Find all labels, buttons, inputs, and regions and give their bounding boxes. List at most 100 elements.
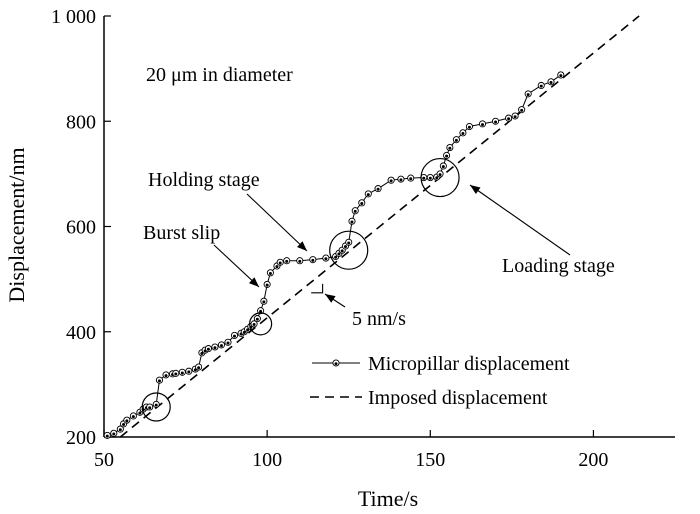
highlight-circle	[141, 392, 171, 422]
micropillar-data-point-fill	[252, 323, 256, 327]
y-tick-label: 400	[66, 322, 96, 344]
micropillar-data-point-fill	[242, 330, 246, 334]
micropillar-data-point-fill	[255, 317, 259, 321]
micropillar-data-point-fill	[154, 403, 158, 407]
micropillar-data-point-fill	[539, 84, 543, 88]
micropillar-data-point-fill	[164, 374, 168, 378]
highlight-circle	[329, 230, 369, 270]
micropillar-data-point-fill	[259, 309, 263, 313]
micropillar-data-point-fill	[559, 74, 563, 78]
micropillar-data-point-fill	[174, 372, 178, 376]
burst-slip-arrow-head	[248, 277, 259, 287]
legend-micropillar-label: Micropillar displacement	[368, 353, 570, 375]
x-axis-title: Time/s	[358, 486, 418, 511]
micropillar-data-point-fill	[187, 370, 191, 374]
x-tick-label: 100	[252, 449, 282, 471]
micropillar-data-point-fill	[278, 261, 282, 265]
micropillar-data-point-fill	[467, 125, 471, 129]
ticks: 50 100 150 200 200 400 600 800 1 000	[51, 6, 608, 471]
micropillar-data-point-fill	[180, 371, 184, 375]
micropillar-data-point-fill	[275, 265, 279, 269]
micropillar-data-point-fill	[138, 411, 142, 415]
micropillar-data-point-fill	[409, 177, 413, 181]
micropillar-data-point-fill	[298, 259, 302, 263]
slope-triangle	[311, 283, 324, 294]
micropillar-data-point-fill	[347, 241, 351, 245]
micropillar-data-point-fill	[399, 178, 403, 182]
annotation-diameter: 20 μm in diameter	[146, 64, 293, 86]
annotation-holding-stage: Holding stage	[148, 169, 260, 191]
burst-slip-arrow	[213, 244, 260, 288]
micropillar-data-point-fill	[448, 146, 452, 150]
micropillar-data-point-fill	[337, 252, 341, 256]
micropillar-data-point-fill	[233, 334, 237, 338]
highlight-circle	[249, 312, 273, 336]
micropillar-data-point-fill	[350, 220, 354, 224]
rate-arrow-head	[325, 294, 336, 303]
series-layer	[103, 15, 640, 439]
micropillar-data-point-fill	[520, 108, 524, 112]
y-axis-title: Displacement/nm	[4, 147, 29, 302]
micropillar-data-point-fill	[213, 346, 217, 350]
micropillar-data-point-fill	[219, 344, 223, 348]
micropillar-data-point-fill	[428, 176, 432, 180]
micropillar-data-point-fill	[131, 415, 135, 419]
imposed-displacement-line	[119, 15, 640, 438]
micropillar-data-point-fill	[112, 432, 116, 436]
micropillar-data-point-fill	[157, 379, 161, 383]
annotation-rate: 5 nm/s	[352, 308, 406, 330]
micropillar-data-point-fill	[334, 255, 338, 259]
micropillar-data-point-fill	[122, 423, 126, 427]
annotation-loading-stage: Loading stage	[502, 255, 615, 277]
loading-stage-arrow-head	[470, 185, 481, 195]
micropillar-data-point-fill	[311, 258, 315, 262]
micropillar-data-point-fill	[445, 154, 449, 158]
micropillar-data-point-fill	[285, 259, 289, 263]
micropillar-data-point-fill	[454, 138, 458, 142]
micropillar-data-point-fill	[494, 120, 498, 124]
x-tick-label: 50	[94, 449, 114, 471]
micropillar-data-point-fill	[265, 283, 269, 287]
micropillar-data-point-fill	[148, 406, 152, 410]
micropillar-data-point-fill	[480, 123, 484, 127]
micropillar-data-point-fill	[422, 176, 426, 180]
micropillar-data-point-fill	[118, 428, 122, 432]
micropillar-data-point-fill	[441, 165, 445, 169]
micropillar-data-point-fill	[324, 257, 328, 261]
y-tick-label: 800	[66, 111, 96, 133]
micropillar-data-point-fill	[513, 115, 517, 119]
micropillar-data-point-fill	[226, 341, 230, 345]
y-tick-label: 1 000	[51, 6, 96, 28]
micropillar-data-point-fill	[343, 245, 347, 249]
legend-micropillar-marker-fill	[334, 362, 338, 366]
micropillar-data-point-fill	[206, 347, 210, 351]
micropillar-data-point-fill	[268, 272, 272, 276]
micropillar-data-point-fill	[549, 80, 553, 84]
micropillar-data-point-fill	[389, 179, 393, 183]
holding-stage-arrow	[246, 193, 308, 252]
annotations: 20 μm in diameter Holding stage Burst slip…	[141, 64, 615, 422]
x-tick-label: 200	[578, 449, 608, 471]
micropillar-data-point-fill	[197, 366, 201, 370]
micropillar-data-point-fill	[246, 328, 250, 332]
micropillar-data-point-fill	[507, 117, 511, 121]
legend-imposed-label: Imposed displacement	[368, 387, 548, 409]
highlight-circle	[420, 157, 460, 198]
micropillar-data-point-fill	[360, 202, 364, 206]
micropillar-data-point-fill	[435, 176, 439, 180]
micropillar-data-point-fill	[200, 352, 204, 355]
micropillar-data-point-fill	[438, 173, 442, 177]
legend: Micropillar displacement Imposed displace…	[310, 353, 570, 409]
micropillar-data-point-fill	[376, 187, 380, 191]
micropillar-data-point-fill	[461, 132, 465, 136]
loading-stage-arrow	[469, 184, 571, 256]
holding-stage-arrow-head	[296, 241, 307, 251]
y-tick-label: 600	[66, 217, 96, 239]
micropillar-data-point-fill	[340, 249, 344, 253]
micropillar-data-point-fill	[353, 209, 357, 213]
annotation-burst-slip: Burst slip	[143, 222, 220, 244]
micropillar-data-point-fill	[526, 93, 530, 97]
micropillar-data-point-fill	[366, 193, 370, 197]
micropillar-data-point-fill	[125, 419, 129, 423]
